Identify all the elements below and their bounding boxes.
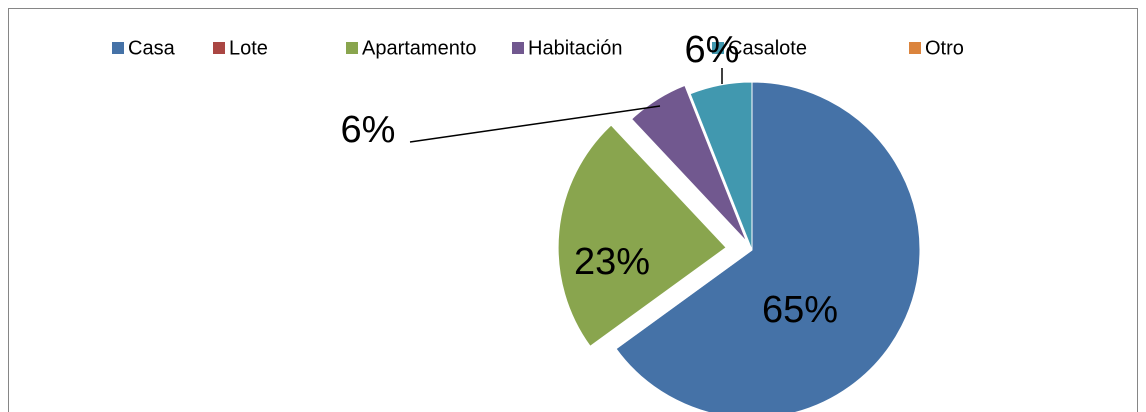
legend-swatch	[512, 42, 524, 54]
legend-swatch	[346, 42, 358, 54]
legend-label: Casa	[128, 37, 176, 59]
legend-swatch	[213, 42, 225, 54]
legend-swatch	[112, 42, 124, 54]
pie-slice	[615, 81, 921, 412]
legend-label: Apartamento	[362, 37, 477, 59]
data-label: 6%	[685, 29, 740, 71]
pie-slice	[630, 84, 748, 242]
legend-swatch	[909, 42, 921, 54]
legend-label: Casalote	[728, 37, 807, 59]
data-label: 65%	[762, 289, 838, 331]
data-label: 6%	[341, 109, 396, 151]
data-label: 23%	[574, 241, 650, 283]
legend-swatch	[712, 42, 724, 54]
legend-label: Habitación	[528, 37, 623, 59]
leader-line	[409, 105, 661, 143]
legend-label: Lote	[229, 37, 268, 59]
pie-slice	[557, 124, 727, 347]
legend-label: Otro	[925, 37, 964, 59]
